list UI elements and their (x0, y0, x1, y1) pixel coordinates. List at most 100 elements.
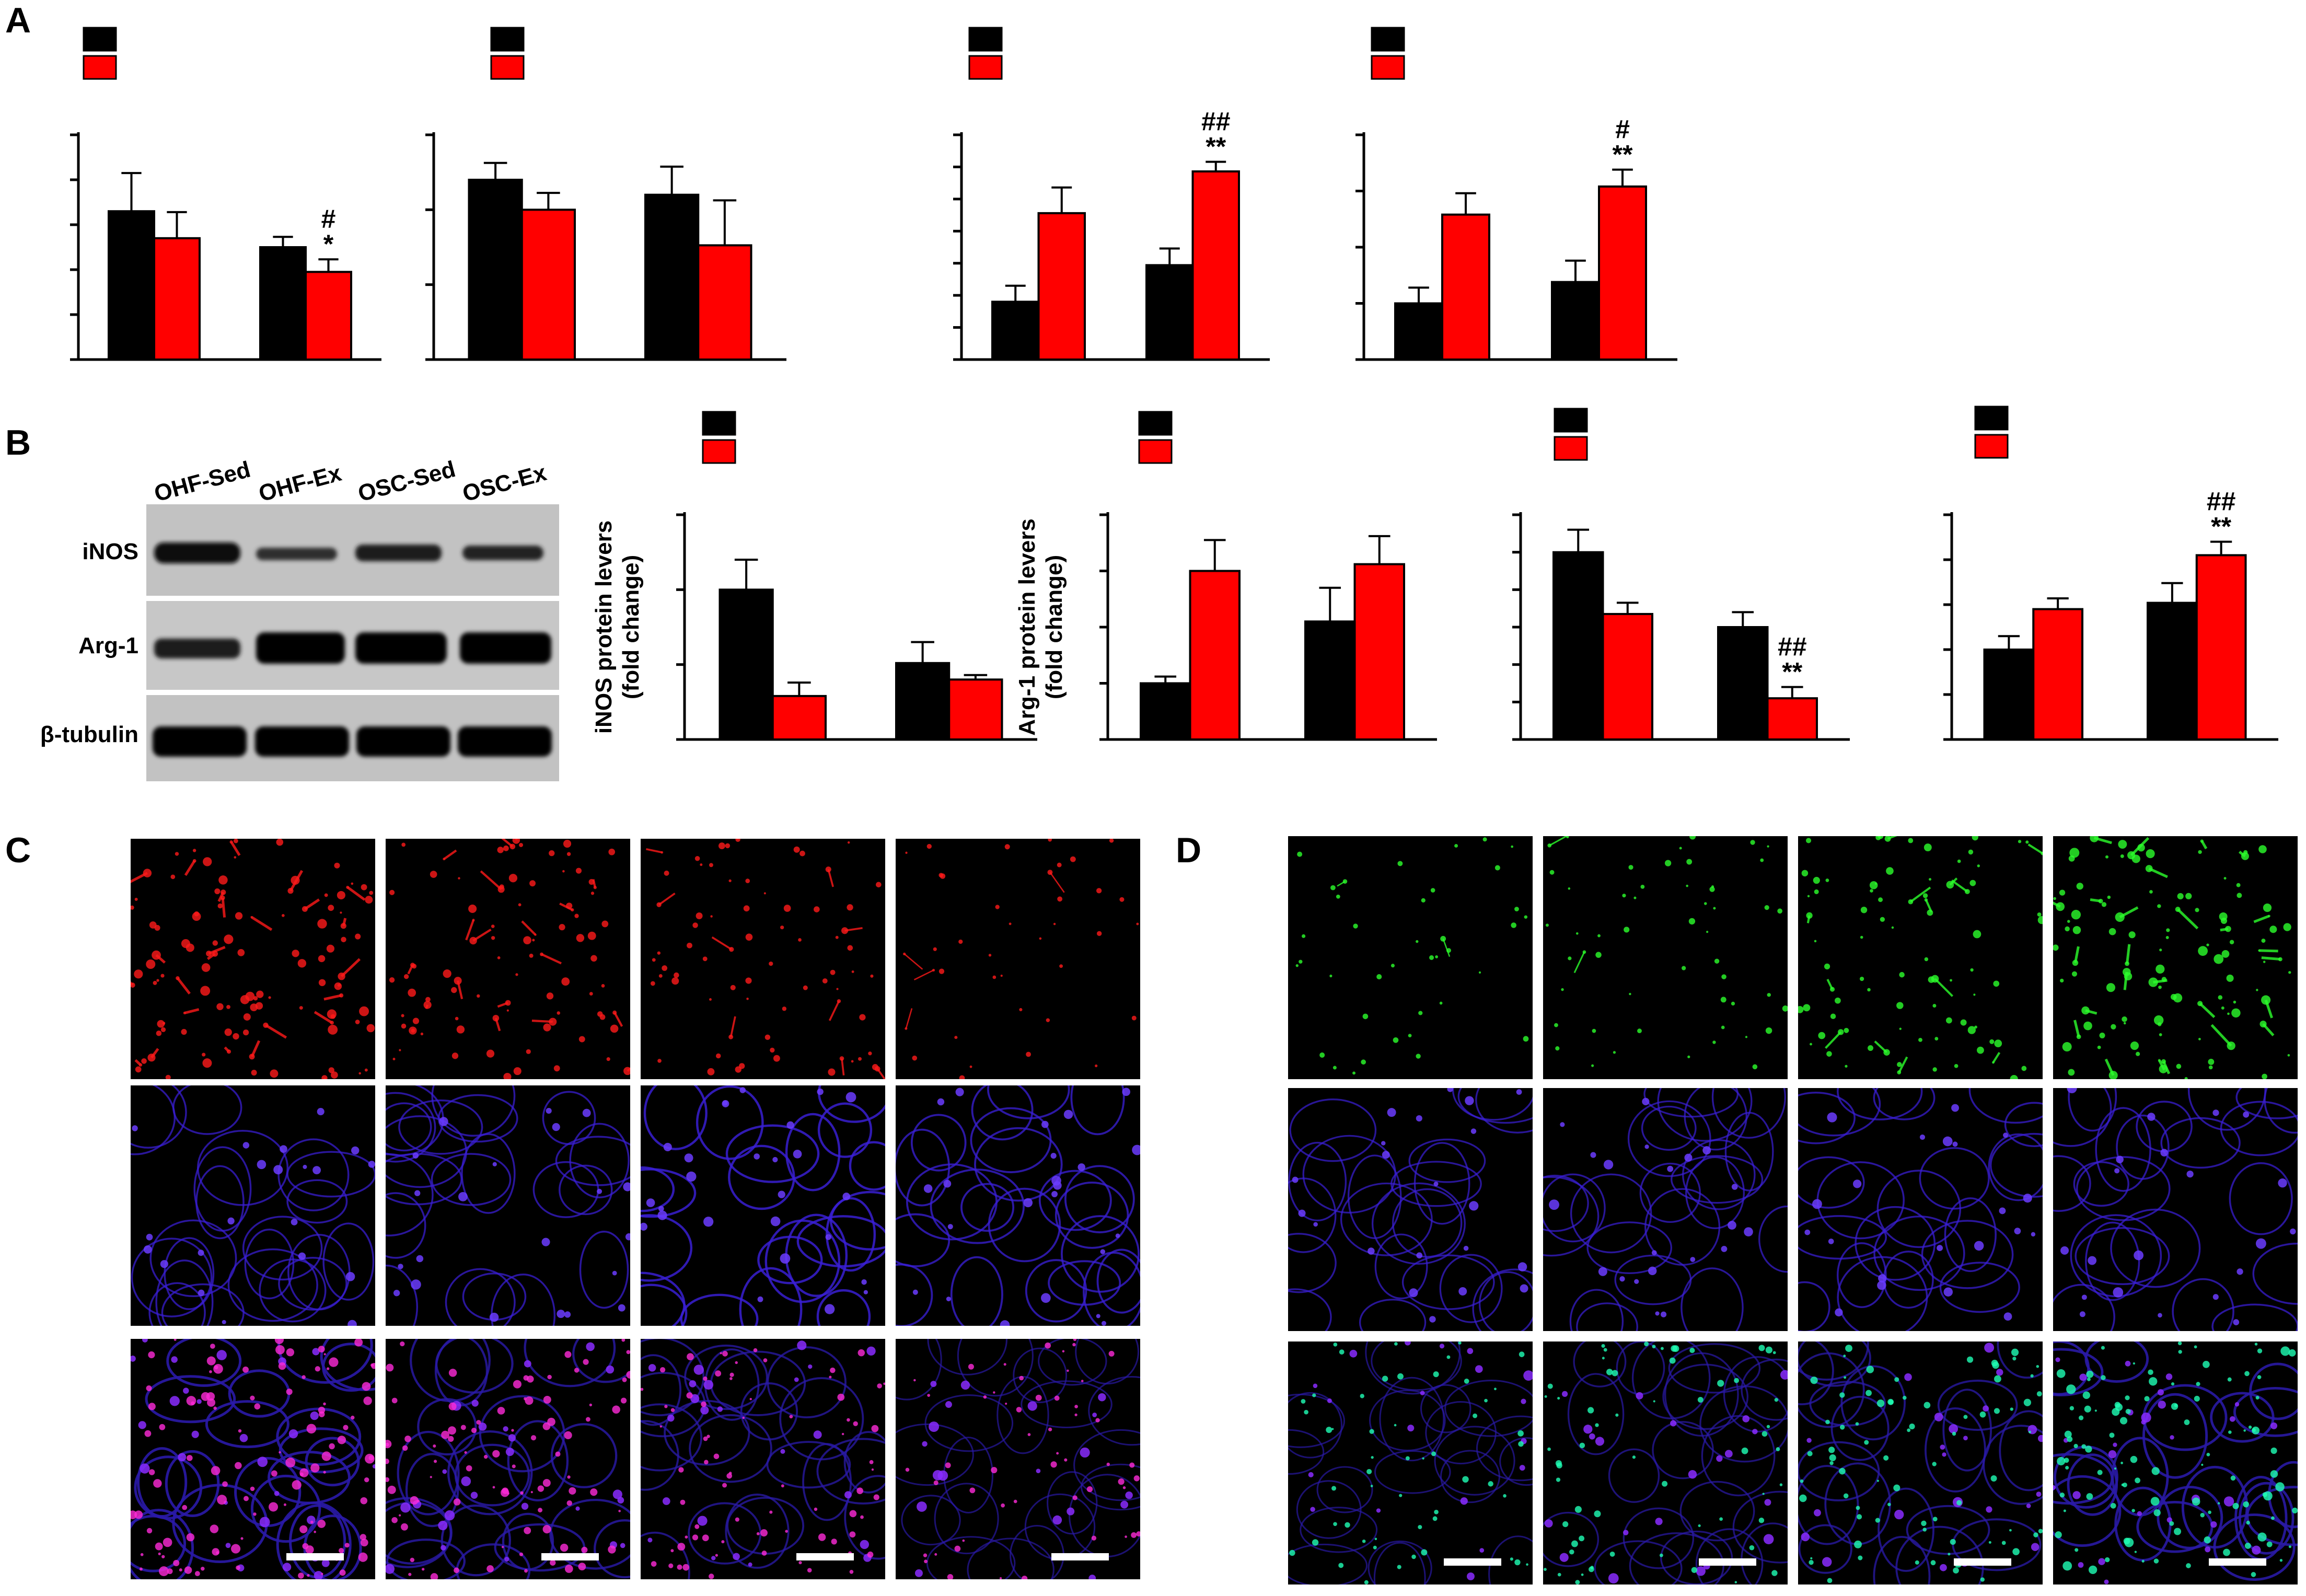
nucleus-dot (1067, 1507, 1075, 1516)
chart-legend (1371, 27, 1405, 80)
signal-dot (412, 1017, 420, 1024)
signal-dot (224, 934, 234, 944)
signal-dot (662, 965, 668, 971)
signal-dot (735, 1361, 738, 1364)
signal-dot (933, 1480, 938, 1485)
signal-dot (606, 1057, 610, 1061)
signal-dot (722, 1351, 728, 1357)
signal-dot (212, 1548, 219, 1556)
signal-dot (2226, 974, 2234, 982)
nucleus-dot (1655, 1518, 1663, 1525)
signal-dot (2230, 1475, 2236, 1481)
nucleus-dot (2113, 1287, 2124, 1298)
signal-dot (165, 1074, 171, 1079)
signal-dot (1430, 888, 1435, 893)
signal-dot (2073, 1443, 2078, 1449)
cell-outline (1439, 1254, 1503, 1323)
image-background (1543, 1088, 1788, 1331)
signal-dot (275, 1345, 285, 1355)
nucleus-dot (2165, 1373, 2173, 1380)
signal-dot (1119, 897, 1125, 902)
nucleus-dot (169, 1396, 180, 1406)
signal-dot (192, 849, 196, 852)
signal-dot (292, 1480, 302, 1490)
signal-dot (337, 1436, 346, 1444)
signal-dot (358, 1552, 368, 1562)
cell-outline (1440, 1450, 1500, 1504)
signal-dot (1511, 922, 1517, 928)
signal-strand (184, 1008, 200, 1014)
signal-dot (2219, 912, 2228, 921)
signal-dot (1125, 1535, 1127, 1538)
signal-dot (2120, 854, 2124, 858)
nucleus-dot (825, 1234, 831, 1240)
nucleus-dot (1460, 1497, 1468, 1505)
cell-outline (2075, 1227, 2170, 1286)
nucleus-dot (1516, 1089, 1522, 1095)
bar-ex (2195, 554, 2247, 741)
signal-strand (844, 927, 863, 932)
signal-dot (1374, 1537, 1377, 1541)
signal-dot (1575, 1580, 1580, 1585)
signal-dot (807, 1568, 812, 1572)
signal-dot (1973, 993, 1976, 996)
nucleus-dot (398, 1264, 403, 1269)
nucleus-dot (552, 1123, 560, 1131)
signal-dot (2097, 1470, 2103, 1475)
signal-dot (499, 884, 504, 889)
signal-strand (497, 1002, 508, 1008)
cell-outline (461, 1133, 516, 1214)
nucleus-dot (198, 1289, 205, 1297)
signal-dot (226, 1004, 230, 1009)
signal-dot (1899, 1027, 1902, 1030)
cell-outline (1798, 1092, 1856, 1144)
signal-dot (2153, 1509, 2161, 1517)
nucleus-dot (1479, 1548, 1485, 1553)
signal-dot (254, 1403, 261, 1410)
nucleus-dot (1801, 1532, 1810, 1542)
nucleus-dot (778, 1190, 785, 1198)
signal-dot (1782, 1005, 1788, 1012)
nucleus-dot (1763, 1534, 1774, 1545)
nucleus-dot (2166, 1517, 2172, 1523)
nucleus-dot (1416, 1115, 1422, 1122)
signal-dot (2257, 1532, 2267, 1542)
nucleus-dot (1519, 1465, 1525, 1471)
signal-dot (713, 1453, 720, 1460)
microscopy-image (2053, 1088, 2298, 1331)
signal-dot (340, 911, 342, 914)
cell-outline (896, 1339, 942, 1401)
signal-dot (1397, 1565, 1401, 1569)
signal-dot (2120, 1462, 2123, 1464)
signal-dot (999, 1577, 1002, 1579)
nucleus-dot (303, 1164, 307, 1169)
signal-strand (337, 983, 341, 987)
nucleus-dot (1520, 1284, 1528, 1293)
bar-ex (305, 271, 352, 361)
signal-dot (2153, 1558, 2159, 1564)
signal-dot (1122, 1486, 1126, 1489)
signal-dot (954, 1545, 961, 1552)
nucleus-dot (1077, 1163, 1085, 1171)
nucleus-dot (288, 1429, 298, 1439)
signal-dot (400, 1341, 405, 1347)
signal-dot (1440, 935, 1446, 942)
image-content (389, 839, 630, 1079)
legend-swatch-sed (83, 27, 117, 52)
signal-strand (289, 870, 304, 892)
signal-dot (1894, 1377, 1899, 1382)
signal-dot (503, 1072, 512, 1079)
nucleus-dot (1517, 1262, 1527, 1271)
signal-dot (2243, 850, 2248, 855)
chart-legend (702, 411, 736, 464)
cell-outline (1488, 1535, 1533, 1585)
signal-dot (1902, 1395, 1907, 1400)
cell-outline (1671, 1155, 1764, 1204)
cell-outline (1408, 1138, 1486, 1183)
nucleus-dot (722, 1100, 729, 1107)
cell-outline (1316, 1466, 1373, 1513)
nucleus-dot (1560, 1122, 1565, 1127)
nucleus-dot (1050, 1153, 1057, 1159)
signal-dot (283, 1503, 286, 1506)
signal-dot (391, 1517, 398, 1523)
